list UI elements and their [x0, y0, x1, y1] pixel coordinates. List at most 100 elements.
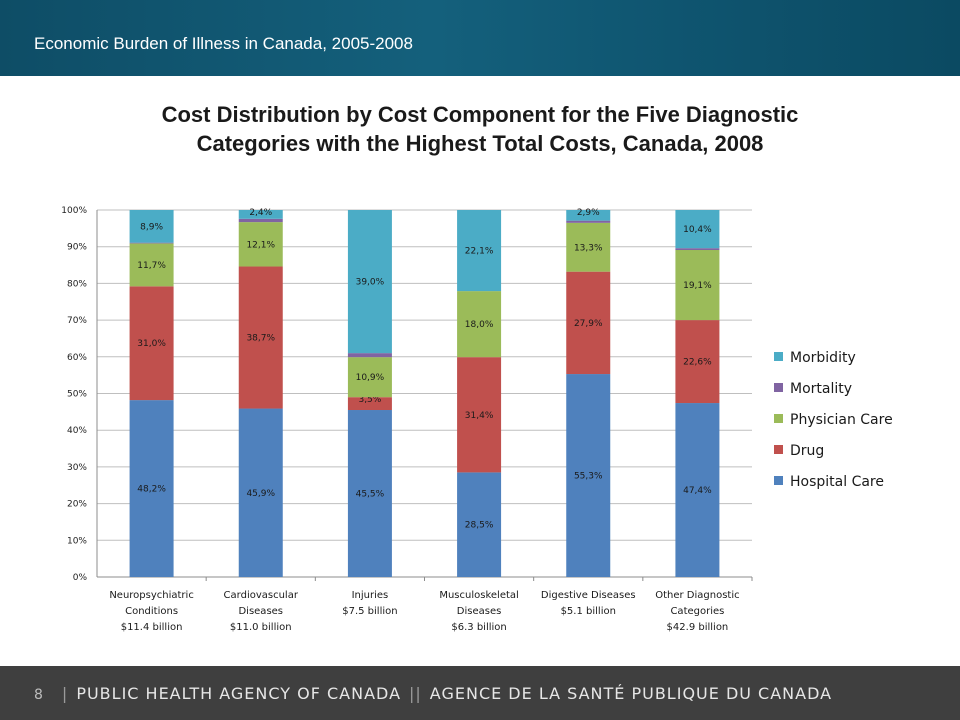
bar-segment-hospital-care [457, 472, 502, 577]
bar-segment-mortality [675, 248, 720, 251]
legend-label-morbidity: Morbidity [790, 350, 856, 366]
data-label: 22,1% [465, 247, 494, 257]
data-label: 18,0% [465, 320, 494, 330]
footer-agency-fr: AGENCE DE LA SANTÉ PUBLIQUE DU CANADA [429, 684, 833, 703]
bar-segment-hospital-care [566, 374, 611, 577]
legend-label-physician-care: Physician Care [790, 412, 893, 428]
x-tick-label: Digestive Diseases [541, 590, 636, 601]
x-tick-label: Musculoskeletal [439, 590, 518, 601]
bar-segment-hospital-care [675, 403, 720, 577]
bar-segment-drug [457, 357, 502, 473]
y-tick-label: 30% [67, 463, 87, 473]
x-tick-label: Other Diagnostic [655, 590, 739, 601]
x-tick-label: Cardiovascular [224, 590, 299, 601]
footer-divider-1: | [61, 684, 69, 703]
top-banner [0, 0, 960, 76]
data-label: 8,9% [140, 222, 163, 232]
page-number: 8 [34, 687, 44, 703]
data-label: 10,4% [683, 225, 712, 235]
bar-segment-mortality [347, 353, 392, 358]
y-tick-label: 0% [73, 573, 88, 583]
legend-label-mortality: Mortality [790, 381, 852, 397]
x-tick-label: $11.0 billion [230, 622, 292, 633]
y-tick-label: 90% [67, 243, 87, 253]
legend-label-hospital-care: Hospital Care [790, 474, 884, 490]
bar-segment-physician-care [457, 291, 502, 358]
data-label: 19,1% [683, 281, 712, 291]
bar-segment-mortality [238, 218, 283, 223]
bar-segment-morbidity [347, 210, 392, 354]
bar-segment-physician-care [347, 357, 392, 398]
legend-swatch-morbidity [774, 352, 783, 361]
x-tick-label: Diseases [238, 606, 283, 617]
x-tick-label: $11.4 billion [121, 622, 183, 633]
data-label: 11,7% [137, 261, 166, 271]
data-label: 10,9% [356, 373, 385, 383]
x-tick-label: Categories [670, 606, 724, 617]
footer-bar [0, 666, 960, 720]
data-label: 39,0% [356, 278, 385, 288]
x-tick-label: Injuries [352, 590, 389, 601]
bar-segment-mortality [129, 242, 174, 244]
y-tick-label: 100% [61, 206, 87, 216]
y-tick-label: 10% [67, 536, 87, 546]
bar-segment-physician-care [566, 222, 611, 272]
chart-title: Cost Distribution by Cost Component for … [40, 100, 920, 158]
bar-segment-hospital-care [129, 400, 174, 577]
bar-segment-drug [129, 286, 174, 401]
legend-swatch-drug [774, 445, 783, 454]
legend-swatch-mortality [774, 383, 783, 392]
footer-divider-2: || [409, 684, 422, 703]
data-label: 2,4% [249, 208, 272, 218]
y-tick-label: 50% [67, 390, 87, 400]
bar-segment-mortality [566, 220, 611, 223]
bar-segment-hospital-care [347, 410, 392, 577]
bar-segment-physician-care [238, 222, 283, 267]
data-label: 38,7% [246, 334, 275, 344]
bar-segment-morbidity [238, 210, 283, 219]
bar-segment-drug [675, 320, 720, 404]
y-tick-label: 20% [67, 500, 87, 510]
data-label: 47,4% [683, 486, 712, 496]
data-label: 28,5% [465, 521, 494, 531]
legend-label-drug: Drug [790, 443, 824, 459]
y-tick-label: 70% [67, 316, 87, 326]
banner-title: Economic Burden of Illness in Canada, 20… [34, 34, 413, 53]
chart-title-line-1: Cost Distribution by Cost Component for … [161, 102, 799, 127]
data-label: 22,6% [683, 358, 712, 368]
bar-segment-drug [566, 271, 611, 375]
bar-segment-morbidity [129, 210, 174, 243]
footer-agency-en: PUBLIC HEALTH AGENCY OF CANADA [76, 684, 402, 703]
bar-segment-drug [238, 266, 283, 409]
bar-segment-morbidity [675, 210, 720, 249]
data-label: 12,1% [246, 240, 275, 250]
data-label: 55,3% [574, 472, 603, 482]
x-tick-label: Conditions [125, 606, 178, 617]
y-tick-label: 80% [67, 279, 87, 289]
bar-segment-drug [347, 397, 392, 411]
x-tick-label: Neuropsychiatric [109, 590, 194, 601]
chart-title-line-2: Categories with the Highest Total Costs,… [196, 131, 764, 156]
bar-segment-physician-care [129, 243, 174, 287]
x-tick-label: $5.1 billion [561, 606, 616, 617]
data-label: 2,9% [577, 208, 600, 218]
data-label: 45,9% [246, 489, 275, 499]
data-label: 48,2% [137, 485, 166, 495]
bar-segment-morbidity [566, 210, 611, 221]
bar-segment-physician-care [675, 250, 720, 321]
data-label: 13,3% [574, 243, 603, 253]
x-tick-label: Diseases [457, 606, 502, 617]
data-label: 3,5% [358, 395, 381, 405]
bar-segment-morbidity [457, 210, 502, 292]
bar-segment-hospital-care [238, 408, 283, 577]
legend-swatch-physician-care [774, 414, 783, 423]
data-label: 31,0% [137, 339, 166, 349]
x-tick-label: $7.5 billion [342, 606, 397, 617]
legend-swatch-hospital-care [774, 476, 783, 485]
y-tick-label: 40% [67, 426, 87, 436]
footer-text: 8 | PUBLIC HEALTH AGENCY OF CANADA || AGENCE… [34, 684, 832, 703]
x-tick-label: $42.9 billion [667, 622, 729, 633]
x-tick-label: $6.3 billion [451, 622, 506, 633]
data-label: 27,9% [574, 319, 603, 329]
